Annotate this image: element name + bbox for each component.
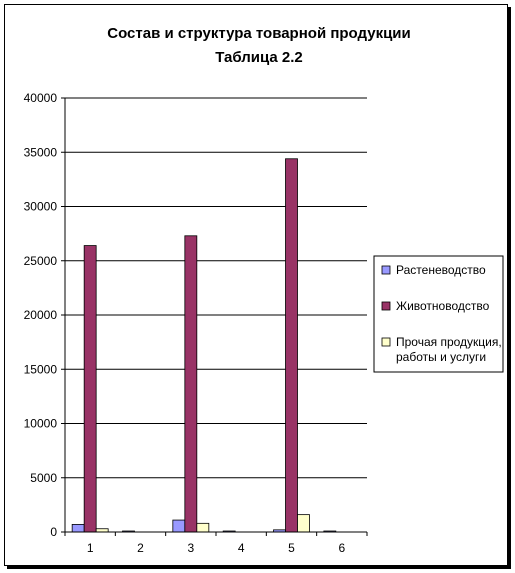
x-tick-label: 4 xyxy=(238,541,245,555)
bar xyxy=(285,158,298,533)
chart-title-group: Состав и структура товарной продукции Та… xyxy=(107,25,411,66)
bar xyxy=(297,514,310,533)
x-tick-labels: 1 2 3 4 5 6 xyxy=(87,541,346,555)
bar xyxy=(184,235,198,533)
y-tick-label: 40000 xyxy=(24,91,58,105)
y-tick-label: 0 xyxy=(50,525,57,539)
legend-label: Животноводство xyxy=(396,299,490,313)
x-tick-label: 1 xyxy=(87,541,94,555)
bars xyxy=(71,158,337,533)
y-tick-label: 35000 xyxy=(24,145,58,159)
y-tick-label: 15000 xyxy=(24,362,58,376)
legend-label: Растеневодство xyxy=(396,263,486,277)
legend-label: Прочая продукция, работы и услуги xyxy=(396,335,502,364)
y-tick-labels: 0 5000 10000 15000 20000 25000 30000 35000 40000 xyxy=(24,91,58,539)
x-tick-label: 5 xyxy=(288,541,295,555)
x-tick-label: 2 xyxy=(137,541,144,555)
bar xyxy=(172,519,186,533)
y-tick-label: 5000 xyxy=(30,471,57,485)
axes xyxy=(64,98,368,536)
bar-chart: Состав и структура товарной продукции Та… xyxy=(24,25,504,555)
chart-frame: Состав и структура товарной продукции Та… xyxy=(4,4,508,566)
chart-subtitle: Таблица 2.2 xyxy=(215,49,303,66)
legend: Растеневодство Животноводство Прочая проду… xyxy=(373,255,504,373)
y-tick-label: 25000 xyxy=(24,254,58,268)
legend-swatch xyxy=(381,301,391,311)
y-tick-label: 10000 xyxy=(24,417,58,431)
bar xyxy=(196,522,210,533)
legend-box xyxy=(373,255,504,373)
gridlines xyxy=(61,97,367,533)
x-tick-label: 3 xyxy=(187,541,194,555)
legend-swatch xyxy=(381,265,391,275)
bar xyxy=(83,245,97,533)
legend-swatch xyxy=(381,337,391,347)
y-tick-label: 30000 xyxy=(24,200,58,214)
chart-title: Состав и структура товарной продукции xyxy=(107,25,411,42)
bar xyxy=(71,524,85,533)
x-tick-label: 6 xyxy=(338,541,345,555)
y-tick-label: 20000 xyxy=(24,308,58,322)
